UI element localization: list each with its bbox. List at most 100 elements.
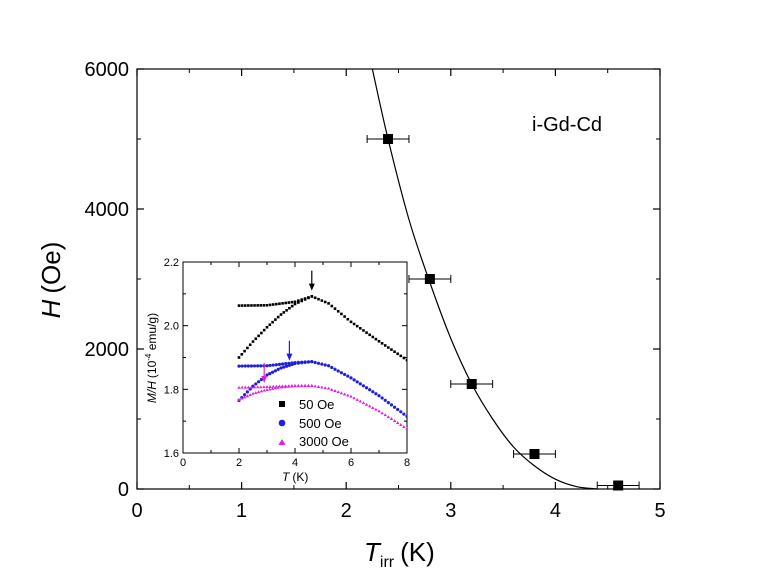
inset-triangle-marker	[371, 406, 375, 410]
inset-triangle-marker	[240, 385, 244, 389]
inset-triangle-marker	[336, 390, 340, 394]
main-y-label-var: H	[36, 299, 66, 318]
inset-square-marker	[320, 299, 324, 302]
inset-square-marker	[371, 335, 375, 339]
inset-triangle-marker	[405, 426, 407, 430]
inset-circle-marker	[259, 364, 263, 368]
inset-circle-marker	[358, 382, 362, 386]
inset-square-marker	[290, 304, 294, 308]
inset-triangle-marker	[283, 385, 287, 389]
inset-circle-marker	[330, 365, 334, 370]
inset-triangle-marker	[306, 383, 311, 387]
inset-square-marker	[279, 313, 283, 316]
inset-triangle-marker	[256, 390, 261, 394]
main-x-label-sub: irr	[380, 554, 395, 571]
inset-y-tick-label: 1.6	[164, 448, 179, 460]
inset-circle-marker	[333, 367, 337, 371]
inset-triangle-marker	[352, 396, 356, 400]
inset-square-marker	[262, 304, 266, 307]
main-y-label: H (Oe)	[36, 242, 66, 319]
inset-triangle-marker	[254, 391, 258, 394]
inset-circle-marker	[271, 370, 275, 374]
inset-circle-marker	[402, 412, 406, 416]
inset-triangle-marker	[389, 417, 394, 421]
square-marker	[466, 379, 477, 389]
inset-x-label-unit: (K)	[292, 470, 308, 484]
inset-square-marker	[265, 325, 269, 329]
inset-circle-marker	[371, 390, 375, 394]
inset-square-marker	[246, 346, 249, 350]
inset-circle-marker	[377, 394, 381, 398]
main-x-tick-label: 0	[131, 500, 142, 522]
main-data-point	[408, 274, 452, 284]
inset-triangle-marker	[355, 397, 359, 401]
inset-triangle-marker	[392, 419, 397, 423]
inset-square-marker	[278, 302, 281, 306]
inset-square-marker	[300, 299, 304, 303]
legend-label-500oe: 500 Oe	[299, 416, 342, 431]
main-x-label-var: T	[364, 537, 382, 567]
square-marker	[529, 449, 540, 459]
inset-circle-marker	[257, 380, 261, 384]
legend-marker-500oe	[278, 419, 286, 427]
inset-triangle-marker	[395, 421, 400, 424]
inset-triangle-marker	[249, 385, 254, 389]
inset-square-marker	[390, 348, 393, 351]
inset-square-marker	[251, 340, 255, 343]
inset-triangle-marker	[259, 389, 264, 393]
inset-square-marker	[368, 333, 371, 337]
inset-triangle-marker	[255, 385, 260, 389]
main-data-point	[596, 480, 640, 491]
inset-square-marker	[268, 323, 272, 327]
inset-square-marker	[359, 327, 362, 330]
inset-square-marker	[257, 334, 260, 338]
inset-triangle-marker	[252, 385, 257, 389]
inset-circle-marker	[343, 372, 347, 377]
inset-circle-marker	[361, 384, 366, 388]
inset-square-marker	[253, 304, 256, 307]
inset-triangle-marker	[374, 407, 378, 411]
inset-square-marker	[260, 331, 263, 335]
inset-triangle-marker	[240, 396, 244, 400]
inset-square-marker	[297, 299, 300, 303]
inset-circle-marker	[306, 360, 311, 364]
inset-triangle-marker	[402, 424, 406, 428]
inset-square-marker	[243, 304, 247, 307]
inset-triangle-marker	[323, 386, 327, 390]
inset-circle-marker	[254, 382, 258, 386]
inset-y-tick-label: 2.2	[164, 257, 179, 269]
inset-x-tick-label: 2	[236, 457, 242, 469]
inset-square-marker	[254, 337, 258, 341]
inset-square-marker	[365, 331, 368, 334]
inset-circle-marker	[336, 369, 340, 373]
inset-circle-marker	[349, 376, 353, 380]
inset-x-label: T (K)	[282, 470, 308, 484]
inset-arrow	[286, 340, 293, 361]
inset-square-marker	[284, 301, 287, 305]
inset-x-tick-label: 0	[180, 457, 186, 469]
inset-square-marker	[287, 301, 291, 304]
inset-triangle-marker	[342, 392, 347, 396]
arrow-head	[286, 353, 293, 361]
inset-y-label-tail: emu/g)	[145, 313, 159, 354]
inset-square-marker	[288, 306, 291, 310]
inset-circle-marker	[252, 364, 257, 368]
main-data-point	[450, 379, 494, 389]
inset-triangle-marker	[316, 385, 321, 388]
inset-x-label-var: T	[282, 470, 291, 484]
inset-triangle-marker	[279, 385, 284, 389]
inset-triangle-marker	[310, 383, 314, 387]
main-data-point	[366, 134, 410, 144]
main-y-tick-label: 4000	[85, 199, 130, 221]
inset-y-label-exp: -4	[144, 353, 153, 361]
inset-y-label-unit: (10	[145, 360, 159, 378]
fit-curve	[371, 68, 598, 490]
inset-triangle-marker	[399, 422, 403, 426]
inset-square-marker	[340, 312, 343, 316]
inset-circle-marker	[268, 363, 272, 368]
inset-triangle-marker	[303, 384, 307, 387]
inset-circle-marker	[386, 400, 390, 405]
inset-square-marker	[343, 315, 346, 318]
inset-circle-marker	[293, 361, 297, 366]
inset-circle-marker	[383, 398, 387, 402]
